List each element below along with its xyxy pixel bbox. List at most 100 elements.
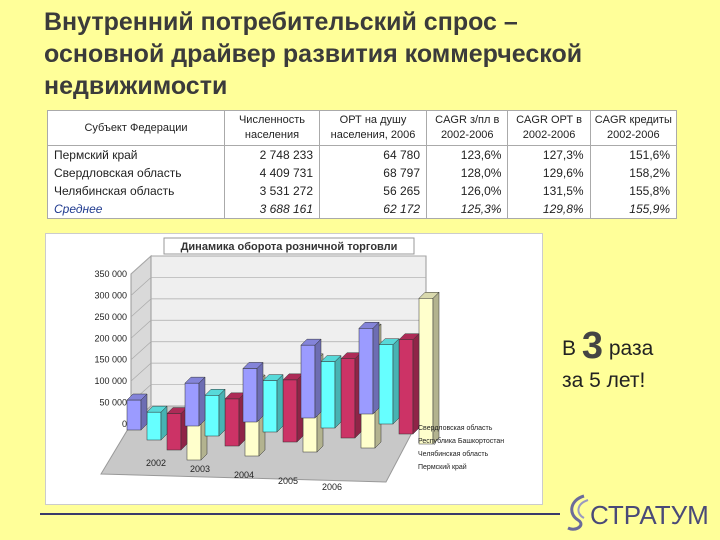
cell-region: Свердловская область xyxy=(47,164,225,182)
chart-legend: Свердловская область Республика Башкортос… xyxy=(418,424,504,471)
chart-bar xyxy=(282,379,298,443)
chart-bar xyxy=(242,368,258,423)
cell-cagr-credit: 155,8% xyxy=(589,182,678,200)
cell-cagr-salary: 123,6% xyxy=(425,145,509,164)
chart-svg: 2002 2003 2004 2005 2006 0 50 000 100 000 150 0… xyxy=(94,237,504,492)
growth-callout: В 3 раза за 5 лет! xyxy=(562,327,654,397)
table-row: Челябинская область 3 531 272 56 265 126… xyxy=(47,182,678,200)
region-table: Субъект Федерации Численность населения … xyxy=(47,110,678,219)
chart-x-labels: 2002 2003 2004 2005 2006 xyxy=(146,458,342,492)
callout-prefix: В xyxy=(562,337,577,360)
chart-bar xyxy=(126,399,142,431)
chart-legend-entry: Свердловская область xyxy=(418,424,493,432)
chart-x-tick-label: 2002 xyxy=(146,458,166,468)
chart-legend-entry: Республика Башкортостан xyxy=(418,437,504,445)
chart-bar xyxy=(320,361,336,429)
cell-cagr-credit: 155,9% xyxy=(589,200,678,219)
chart-bar-side xyxy=(432,291,440,445)
chart-y-tick-label: 50 000 xyxy=(99,398,127,408)
chart-x-tick-label: 2006 xyxy=(322,482,342,492)
title-line-3: недвижимости xyxy=(44,72,228,100)
chart-bar-side xyxy=(314,338,322,419)
chart-bar-top xyxy=(262,374,284,381)
chart-bar xyxy=(398,339,414,435)
chart-y-tick-label: 150 000 xyxy=(94,355,127,365)
slide-title: Внутренний потребительский спрос – основ… xyxy=(44,6,694,102)
chart-x-tick-label: 2003 xyxy=(190,464,210,474)
chart-legend-entry: Пермский край xyxy=(418,463,467,471)
cell-cagr-salary: 128,0% xyxy=(425,164,509,182)
callout-number: 3 xyxy=(581,325,603,367)
chart-bar-top xyxy=(418,292,440,299)
table-row: Пермский край 2 748 233 64 780 123,6% 12… xyxy=(47,145,678,164)
chart-bar-side xyxy=(276,373,284,433)
logo-text: СТРАТУМ xyxy=(590,500,709,530)
cell-cagr-ort: 129,6% xyxy=(507,164,591,182)
chart-bar xyxy=(418,298,434,445)
cell-population: 3 531 272 xyxy=(224,182,320,200)
chart-bar-side xyxy=(256,361,264,423)
chart-bar-side xyxy=(198,376,206,427)
cell-cagr-salary: 126,0% xyxy=(425,182,509,200)
chart-y-tick-label: 350 000 xyxy=(94,269,127,279)
chart-bar-top xyxy=(204,389,226,396)
title-line-2: основной драйвер развития коммерческой xyxy=(44,40,583,68)
col-header-cagr-ort: CAGR ОРТ в 2002-2006 xyxy=(507,110,591,146)
cell-cagr-credit: 151,6% xyxy=(589,145,678,164)
col-header-cagr-credit: CAGR кредиты 2002-2006 xyxy=(589,110,678,146)
chart-bar-top xyxy=(358,322,380,329)
cell-population: 2 748 233 xyxy=(224,145,320,164)
chart-bar xyxy=(378,344,394,425)
cell-cagr-ort: 131,5% xyxy=(507,182,591,200)
callout-suffix: раза xyxy=(608,337,654,360)
chart-bar-top xyxy=(398,333,420,340)
chart-legend-entry: Челябинская область xyxy=(418,450,489,458)
chart-bar-top xyxy=(146,405,168,413)
chart-bar xyxy=(262,380,278,433)
cell-ort: 68 797 xyxy=(319,164,427,182)
chart-bar-side xyxy=(372,321,380,415)
chart-bar-top xyxy=(242,362,264,369)
chart-bar xyxy=(340,358,356,439)
cell-population: 3 688 161 xyxy=(224,200,320,219)
cell-ort: 64 780 xyxy=(319,145,427,164)
cell-cagr-credit: 158,2% xyxy=(589,164,678,182)
table-row: Свердловская область 4 409 731 68 797 12… xyxy=(47,164,678,182)
cell-cagr-ort: 129,8% xyxy=(507,200,591,219)
cell-region: Пермский край xyxy=(47,145,225,164)
chart-y-tick-label: 200 000 xyxy=(94,333,127,343)
cell-ort: 62 172 xyxy=(319,200,427,219)
chart-bar-top xyxy=(300,338,322,346)
footer-divider xyxy=(40,513,560,515)
cell-ort: 56 265 xyxy=(319,182,427,200)
chart-bar xyxy=(224,398,240,447)
cell-region: Среднее xyxy=(47,200,225,219)
chart-x-tick-label: 2005 xyxy=(278,476,298,486)
chart-y-tick-label: 300 000 xyxy=(94,290,127,300)
chart-y-tick-label: 250 000 xyxy=(94,312,127,322)
title-line-1: Внутренний потребительский спрос – xyxy=(44,8,518,36)
retail-turnover-chart: 2002 2003 2004 2005 2006 0 50 000 100 000 150 0… xyxy=(45,233,543,505)
chart-bar-top xyxy=(126,393,148,401)
col-header-population: Численность населения xyxy=(224,110,320,146)
chart-bar xyxy=(300,344,316,419)
col-header-cagr-salary: CAGR з/пл в 2002-2006 xyxy=(425,110,509,146)
chart-bar-side xyxy=(412,333,420,435)
col-header-region: Субъект Федерации xyxy=(47,110,225,146)
chart-bar-top xyxy=(378,338,400,345)
chart-y-tick-label: 0 xyxy=(122,419,127,429)
table-row-average: Среднее 3 688 161 62 172 125,3% 129,8% 1… xyxy=(47,200,678,219)
chart-gridline xyxy=(130,341,426,360)
chart-bar-top xyxy=(320,355,342,362)
chart-bar xyxy=(166,413,182,451)
chart-bar-side xyxy=(334,354,342,429)
chart-x-tick-label: 2004 xyxy=(234,470,254,480)
chart-bar xyxy=(358,328,374,415)
chart-bars xyxy=(126,291,440,461)
chart-bar xyxy=(184,382,200,427)
chart-bar-top xyxy=(184,376,206,384)
chart-title-box xyxy=(163,237,415,255)
chart-gridline xyxy=(130,298,426,318)
callout-line-2: за 5 лет! xyxy=(562,369,646,392)
chart-y-labels: 0 50 000 100 000 150 000 200 000 250 000 300 0… xyxy=(94,269,127,429)
